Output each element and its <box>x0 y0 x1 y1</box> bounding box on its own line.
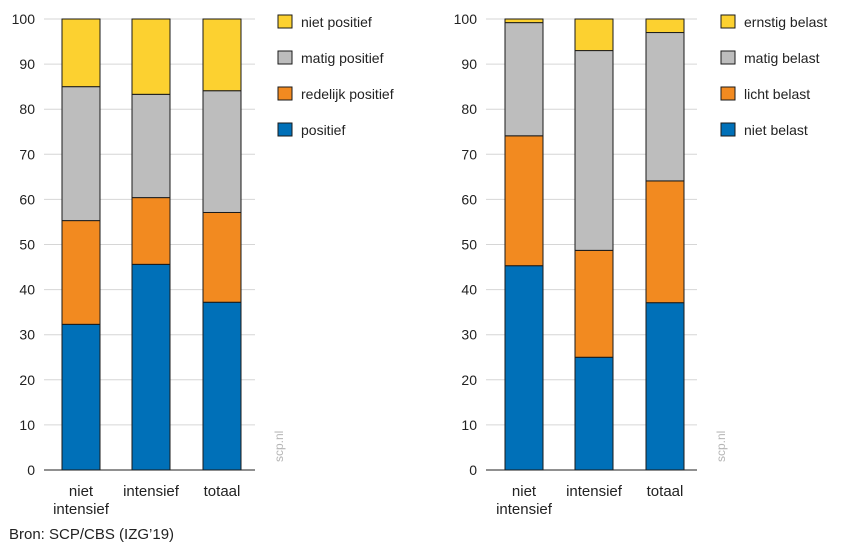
bar-segment <box>202 18 242 92</box>
bar-segment <box>645 32 685 182</box>
bar-segment <box>574 249 614 358</box>
legend-swatch <box>720 86 736 101</box>
legend-swatch <box>277 122 293 137</box>
bar-segment <box>574 18 614 52</box>
y-tick-label: 80 <box>19 101 35 117</box>
x-tick-label: niet <box>512 483 537 500</box>
y-tick-label: 80 <box>461 101 477 117</box>
y-tick-label: 40 <box>19 282 35 298</box>
legend-swatch <box>277 14 293 29</box>
y-tick-label: 90 <box>461 56 477 72</box>
bar-segment <box>645 18 685 34</box>
y-tick-label: 50 <box>19 237 35 253</box>
x-tick-label: totaal <box>647 483 684 500</box>
legend-label: niet positief <box>301 14 372 30</box>
bar-segment <box>131 93 171 199</box>
legend-label: matig belast <box>744 50 820 66</box>
source-note: Bron: SCP/CBS (IZG’19) <box>9 526 175 543</box>
bar-segment <box>645 180 685 304</box>
x-tick-label: niet <box>69 483 94 500</box>
bar-segment <box>202 90 242 213</box>
legend-label: matig positief <box>301 50 384 66</box>
y-tick-label: 30 <box>19 327 35 343</box>
x-tick-label: totaal <box>204 483 241 500</box>
y-tick-label: 90 <box>19 56 35 72</box>
y-tick-label: 30 <box>461 327 477 343</box>
legend-swatch <box>277 86 293 101</box>
x-tick-label: intensief <box>496 501 553 518</box>
legend-label: redelijk positief <box>301 86 394 102</box>
bar-segment <box>574 50 614 251</box>
legend-label: niet belast <box>744 122 808 138</box>
bar-segment <box>61 323 101 471</box>
bar-segment <box>61 86 101 222</box>
bar-segment <box>574 356 614 471</box>
y-tick-label: 60 <box>461 191 477 207</box>
legend-label: licht belast <box>744 86 810 102</box>
y-tick-label: 100 <box>454 11 478 27</box>
watermark: scp.nl <box>272 431 286 462</box>
bar-segment <box>131 197 171 265</box>
legend-label: positief <box>301 122 345 138</box>
y-tick-label: 0 <box>469 462 477 478</box>
y-tick-label: 0 <box>27 462 35 478</box>
bar-segment <box>202 211 242 303</box>
y-tick-label: 60 <box>19 191 35 207</box>
watermark: scp.nl <box>714 431 728 462</box>
y-tick-label: 100 <box>12 11 36 27</box>
legend-swatch <box>720 14 736 29</box>
y-tick-label: 10 <box>461 417 477 433</box>
bar-segment <box>645 302 685 471</box>
legend-swatch <box>720 122 736 137</box>
y-tick-label: 20 <box>461 372 477 388</box>
y-tick-label: 70 <box>19 146 35 162</box>
legend-swatch <box>720 50 736 65</box>
x-tick-label: intensief <box>53 501 110 518</box>
bar-segment <box>131 18 171 95</box>
y-tick-label: 70 <box>461 146 477 162</box>
y-tick-label: 40 <box>461 282 477 298</box>
y-tick-label: 10 <box>19 417 35 433</box>
bar-segment <box>504 265 544 471</box>
bar-segment <box>61 220 101 325</box>
legend-swatch <box>277 50 293 65</box>
bar-segment <box>504 22 544 137</box>
bar-segment <box>504 18 544 24</box>
legend-label: ernstig belast <box>744 14 827 30</box>
x-tick-label: intensief <box>123 483 180 500</box>
y-tick-label: 20 <box>19 372 35 388</box>
x-tick-label: intensief <box>566 483 623 500</box>
bar-segment <box>61 18 101 88</box>
bar-segment <box>504 135 544 267</box>
bar-segment <box>131 263 171 471</box>
bar-segment <box>202 301 242 471</box>
y-tick-label: 50 <box>461 237 477 253</box>
